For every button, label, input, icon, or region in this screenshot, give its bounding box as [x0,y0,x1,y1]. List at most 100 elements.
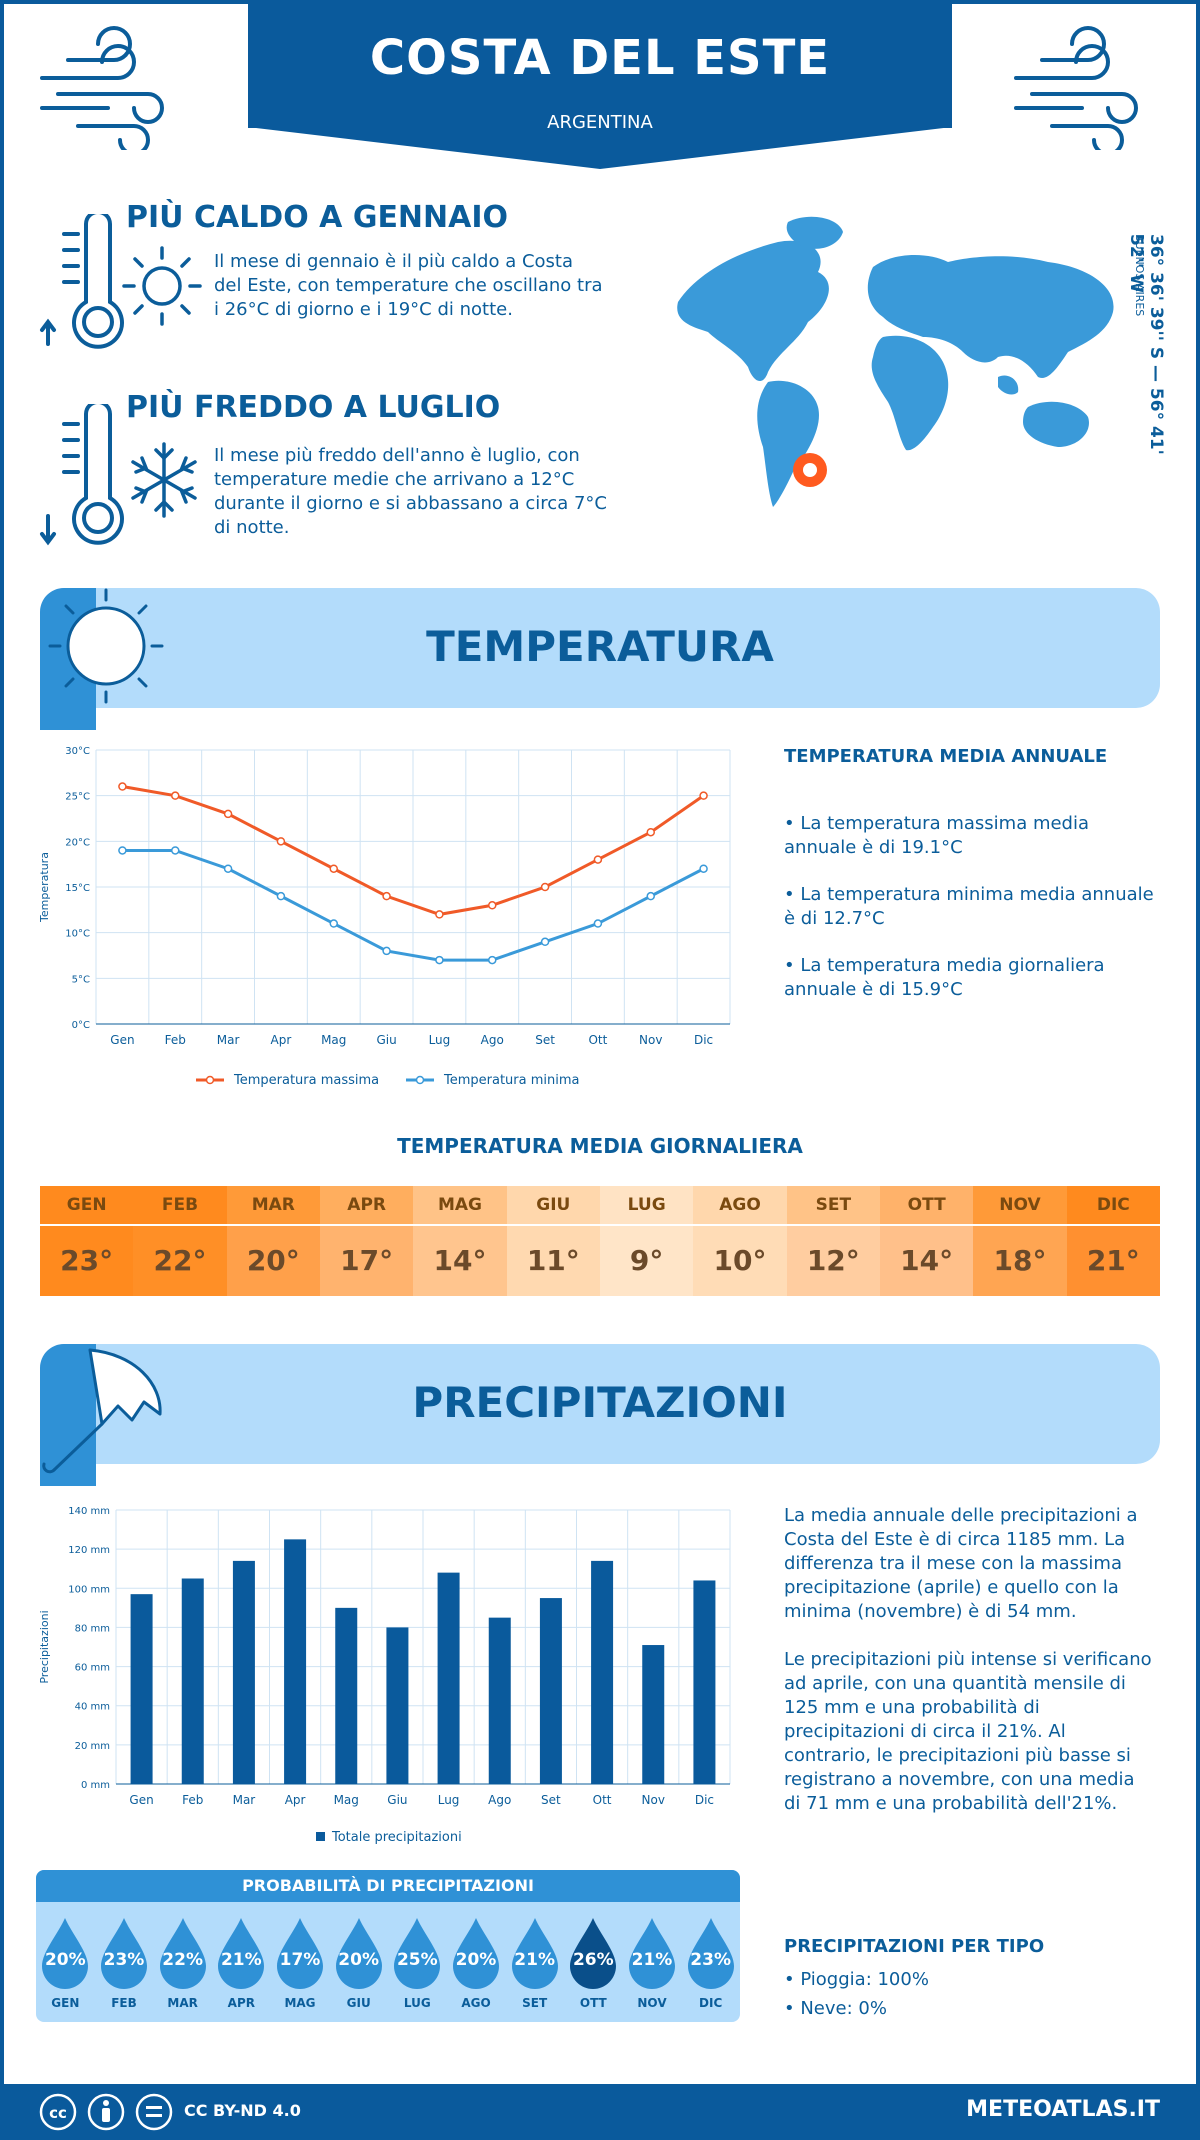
data-point [118,782,127,791]
svg-text:cc: cc [49,2104,67,2122]
precip-probability-month: MAG [284,1996,316,2010]
precip-probability-value: 21% [631,1950,673,1970]
bar [591,1560,614,1784]
umbrella-icon [40,1344,162,1486]
daily-temp-value: 14° [413,1226,507,1296]
data-point [329,864,338,873]
thermometer-cold-icon [40,404,124,546]
x-tick-label: Apr [285,1793,306,1807]
country-subtitle: ARGENTINA [547,112,653,133]
city-title: COSTA DEL ESTE [369,30,831,86]
rain-drop-icon [277,1918,323,1989]
data-point [593,919,603,928]
bar [488,1617,511,1784]
data-point [593,855,603,864]
bar [693,1580,716,1784]
annual-temp-heading: TEMPERATURA MEDIA ANNUALE [784,746,1108,767]
x-tick-label: Set [535,1033,555,1047]
daily-temp-value: 21° [1066,1226,1160,1296]
legend-label: Temperatura minima [443,1073,580,1088]
precip-probability-month: AGO [461,1996,491,2010]
y-tick-label: 15°C [65,883,90,894]
series-line [122,785,705,916]
data-point [118,846,127,855]
x-tick-label: Feb [165,1033,186,1047]
legend-marker [205,1075,215,1085]
warmest-text: Il mese di gennaio è il più caldo a Cost… [214,251,603,320]
rain-drop-icon [42,1918,89,1989]
precip-probability-month: MAR [167,1996,198,2010]
site-link[interactable]: METEOATLAS.IT [966,2097,1160,2122]
header-banner-point [248,127,952,169]
daily-temp-value: 14° [880,1226,974,1296]
series-line [122,848,705,962]
precipitation-banner [40,1344,1160,1464]
x-tick-label: Mag [321,1033,346,1047]
daily-month-label: LUG [600,1186,694,1224]
x-tick-label: Apr [271,1033,292,1047]
y-tick-label: 120 mm [68,1545,110,1556]
x-tick-label: Mag [334,1793,359,1807]
precip-probability-value: 23% [103,1950,145,1970]
temperature-banner [40,588,1160,708]
daily-month-label: FEB [133,1186,227,1224]
daily-temp-value: 23° [40,1226,134,1296]
legend-marker [415,1075,425,1085]
data-point [435,910,444,919]
x-tick-label: Feb [182,1793,203,1807]
y-tick-label: 20 mm [75,1741,110,1752]
data-point [435,955,444,965]
y-axis-label: Temperatura [38,852,51,923]
data-point [488,955,497,965]
data-point [171,846,180,855]
x-tick-label: Lug [429,1033,451,1047]
bar [642,1645,665,1784]
data-point [276,837,286,846]
x-tick-label: Ott [593,1793,612,1807]
daily-month-label: DIC [1066,1186,1160,1224]
data-point [646,827,655,837]
precip-probability-value: 20% [455,1950,497,1970]
data-point [329,919,338,928]
precip-probability-month: FEB [111,1996,137,2010]
data-point [699,864,708,873]
precip-probability-month: LUG [403,1996,431,2010]
daily-month-label: OTT [880,1186,974,1224]
data-point [223,864,233,873]
precipitation-title: PRECIPITAZIONI [412,1378,788,1427]
y-tick-label: 100 mm [68,1584,110,1595]
rain-drop-icon [629,1918,675,1989]
precip-probability-panel: PROBABILITÀ DI PRECIPITAZIONI 20% GEN 23% F… [36,1870,740,2022]
y-tick-label: 60 mm [75,1663,110,1674]
wind-icon [40,26,164,150]
x-tick-label: Ago [481,1033,504,1047]
precipitation-chart: 0 mm 20 mm 40 mm 60 mm 80 mm 100 mm 120 mm 140 … [38,1506,731,1845]
bar [437,1572,460,1784]
bar [335,1607,358,1784]
x-tick-label: Giu [376,1033,396,1047]
header-banner [248,0,952,128]
data-point [646,891,655,901]
data-point [223,809,233,819]
bar [232,1560,255,1784]
precip-probability-value: 20% [338,1950,379,1970]
rain-drop-icon [570,1918,617,1989]
precip-probability-value: 21% [514,1950,555,1970]
bar [181,1578,204,1784]
daily-month-label: AGO [693,1186,787,1224]
precip-type-heading: PRECIPITAZIONI PER TIPO [784,1936,1045,1957]
cc-license-icons: cc [39,2093,173,2131]
x-tick-label: Set [541,1793,561,1807]
x-tick-label: Mar [233,1793,256,1807]
map-region: BUENOS AIRES [1133,234,1146,317]
x-tick-label: Gen [110,1033,134,1047]
daily-temp-value: 9° [600,1226,694,1296]
precip-details: Le precipitazioni più intense si verific… [784,1649,1152,1814]
y-tick-label: 80 mm [75,1623,110,1634]
bar [130,1594,153,1784]
bar [386,1627,409,1784]
data-point [540,882,550,892]
x-tick-label: Dic [694,1033,713,1047]
x-tick-label: Mar [217,1033,240,1047]
y-axis-label: Precipitazioni [38,1610,51,1683]
